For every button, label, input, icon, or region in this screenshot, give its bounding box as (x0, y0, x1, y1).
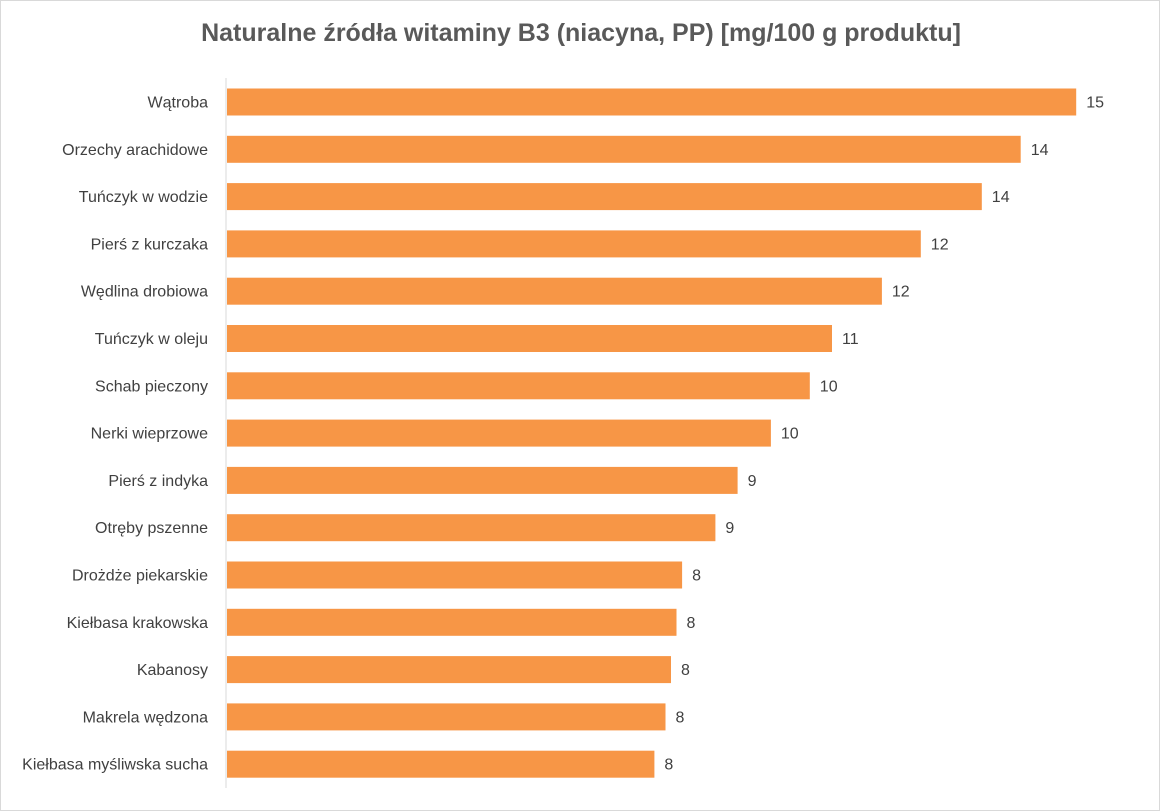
category-label: Kiełbasa krakowska (67, 615, 209, 632)
bar-8 (227, 419, 771, 447)
data-label: 10 (820, 378, 838, 395)
bar-13 (227, 656, 671, 684)
bar-2 (227, 135, 1021, 163)
bar-12 (227, 608, 677, 636)
bar-3 (227, 183, 982, 211)
bar-6 (227, 325, 832, 352)
category-label: Nerki wieprzowe (91, 426, 208, 443)
data-label: 8 (681, 662, 690, 679)
data-label: 9 (748, 473, 757, 490)
labels-layer: Wątroba 15 Orzechy arachidowe 14 Tuńczyk w w… (22, 95, 1104, 774)
category-label: Pierś z indyka (108, 473, 208, 490)
bar-10 (227, 514, 716, 542)
bar-11 (227, 561, 683, 589)
bars-layer (227, 88, 1077, 778)
category-label: Schab pieczony (95, 378, 208, 395)
chart-title: Naturalne źródła witaminy B3 (niacyna, P… (201, 19, 961, 47)
category-label: Drożdże piekarskie (72, 568, 208, 585)
data-label: 8 (676, 709, 685, 726)
category-label: Tuńczyk w wodzie (79, 189, 208, 206)
category-label: Makrela wędzona (83, 709, 209, 726)
bar-5 (227, 277, 882, 305)
category-label: Wątroba (148, 95, 209, 112)
data-label: 14 (1031, 142, 1049, 159)
bar-9 (227, 466, 738, 494)
bar-14 (227, 703, 666, 731)
category-label: Wędlina drobiowa (81, 284, 208, 301)
data-label: 9 (725, 520, 734, 537)
data-label: 10 (781, 426, 799, 443)
bar-15 (227, 750, 655, 778)
data-label: 8 (687, 615, 696, 632)
data-label: 8 (692, 568, 701, 585)
data-label: 12 (892, 284, 910, 301)
bar-4 (227, 230, 921, 258)
category-label: Otręby pszenne (95, 520, 208, 537)
data-label: 12 (931, 236, 949, 253)
data-label: 8 (664, 757, 673, 774)
bar-7 (227, 372, 810, 400)
category-label: Pierś z kurczaka (91, 236, 208, 253)
bar-1 (227, 88, 1077, 116)
category-label: Tuńczyk w oleju (95, 331, 208, 348)
category-label: Kabanosy (137, 662, 208, 679)
data-label: 14 (992, 189, 1010, 206)
category-label: Kiełbasa myśliwska sucha (22, 757, 208, 774)
category-label: Orzechy arachidowe (62, 142, 208, 159)
data-label: 11 (842, 331, 859, 348)
data-label: 15 (1086, 95, 1104, 112)
